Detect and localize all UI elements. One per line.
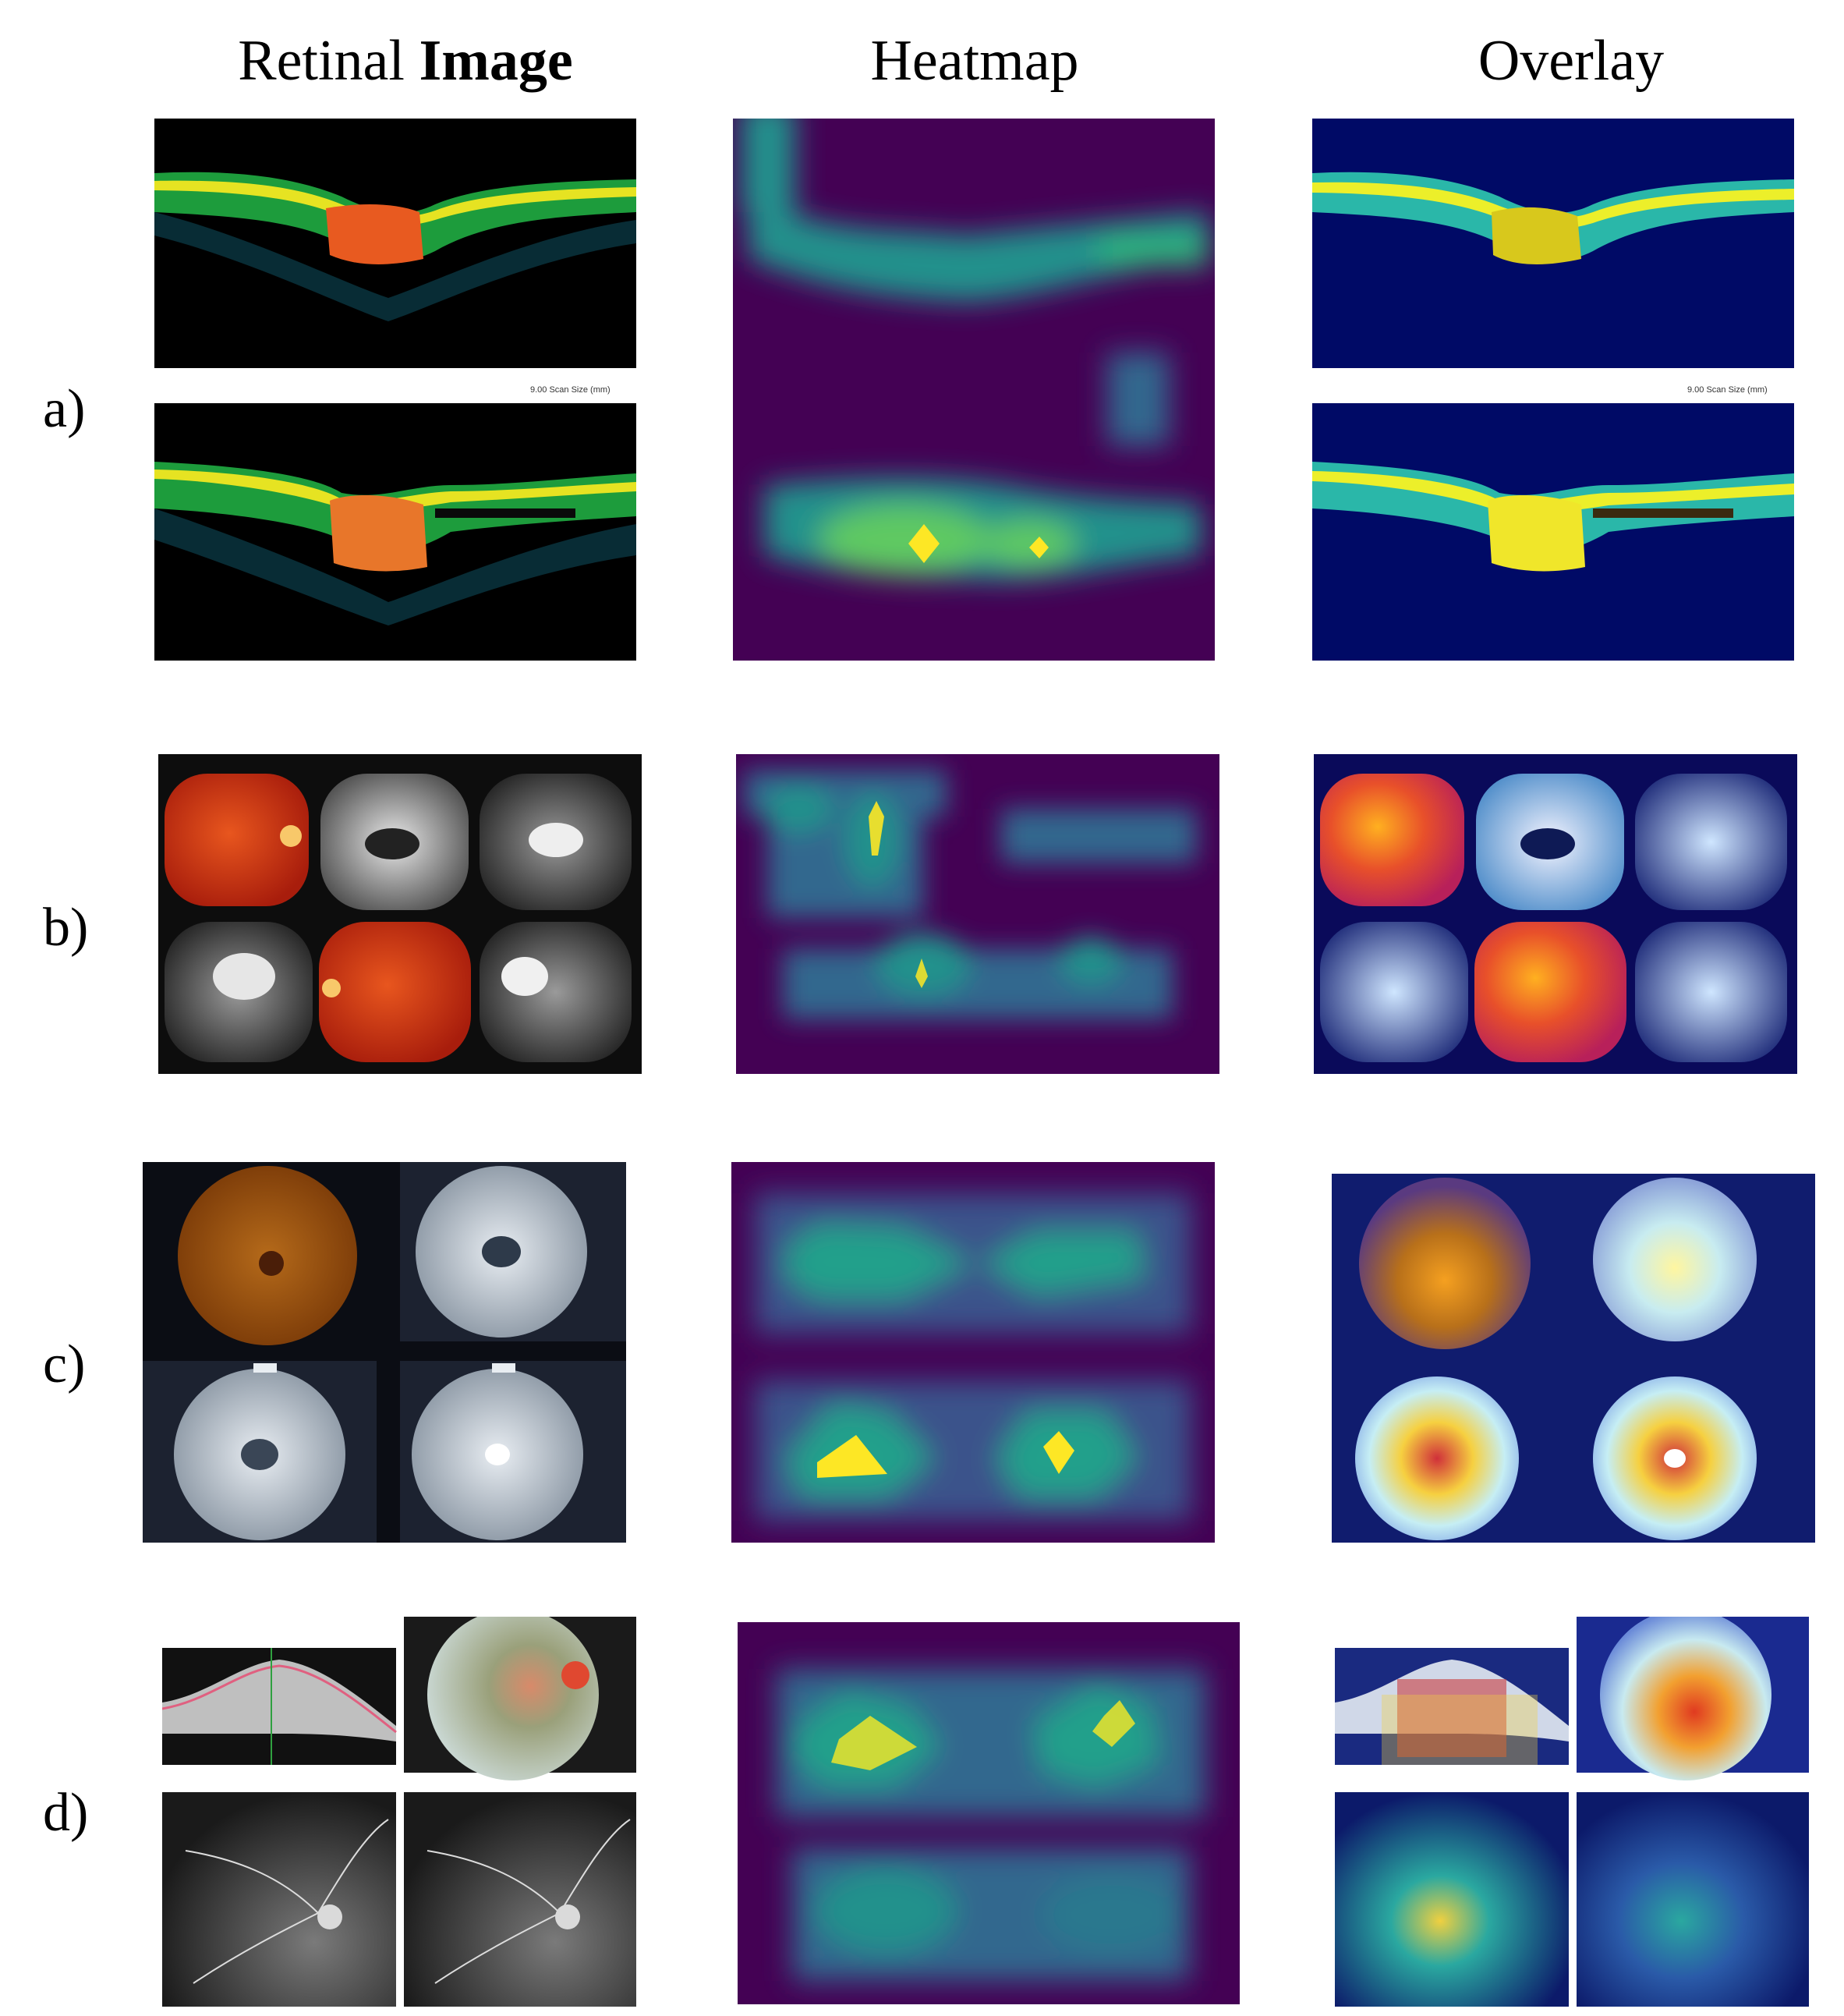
row-c-overlay bbox=[1332, 1174, 1815, 1543]
row-a-scan-caption: 9.00 Scan Size (mm) bbox=[530, 385, 611, 395]
row-b-overlay bbox=[1314, 754, 1797, 1074]
row-label-a: a) bbox=[43, 379, 86, 439]
row-d-heatmap bbox=[738, 1622, 1240, 2004]
row-label-c: c) bbox=[43, 1334, 86, 1394]
row-b-heatmap bbox=[736, 754, 1219, 1074]
column-title-retinal-image: Retinal Image bbox=[195, 22, 616, 100]
column-title-overlay: Overlay bbox=[1478, 29, 1665, 93]
column-title-retinal-bold: Image bbox=[419, 29, 573, 93]
row-c-heatmap bbox=[731, 1162, 1215, 1543]
row-c-retinal-image bbox=[143, 1162, 626, 1543]
row-a-heatmap bbox=[733, 119, 1215, 661]
row-d-retinal-image bbox=[162, 1617, 636, 2007]
row-a-overlay-scan-caption: 9.00 Scan Size (mm) bbox=[1687, 385, 1768, 395]
row-d-overlay bbox=[1335, 1617, 1809, 2007]
row-label-b: b) bbox=[43, 898, 89, 958]
row-a-overlay bbox=[1312, 119, 1794, 661]
column-title-heatmap: Heatmap bbox=[870, 29, 1079, 93]
row-label-d: d) bbox=[43, 1783, 89, 1843]
column-title-retinal-prefix: Retinal bbox=[238, 29, 419, 93]
row-b-retinal-image bbox=[158, 754, 642, 1074]
row-a-retinal-image bbox=[154, 119, 636, 661]
